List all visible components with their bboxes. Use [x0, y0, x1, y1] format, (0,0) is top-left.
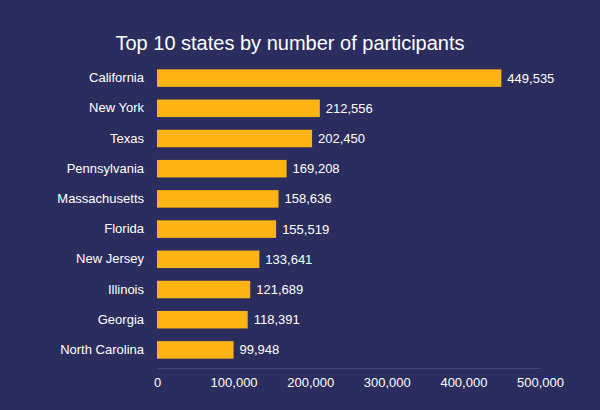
tick: Illinois [108, 282, 157, 297]
chart-title: Top 10 states by number of participants [115, 32, 464, 54]
tick-label: Texas [110, 131, 144, 146]
bar [157, 311, 248, 329]
bar [157, 100, 320, 118]
value-axis: 0 100,000 200,000 300,000 400,000 500,000 [154, 368, 564, 390]
tick-label: 100,000 [211, 375, 258, 390]
data-label: 169,208 [293, 161, 340, 176]
tick: Texas [110, 131, 157, 146]
bar [157, 220, 276, 238]
tick: Georgia [98, 312, 157, 327]
tick-label: 0 [154, 375, 161, 390]
bar [157, 190, 279, 208]
tick: 300,000 [364, 368, 411, 390]
chart: Top 10 states by number of participants 4… [0, 0, 600, 410]
tick: 100,000 [211, 368, 258, 390]
tick-label: 400,000 [440, 375, 487, 390]
tick: 0 [154, 368, 161, 390]
tick: New York [89, 100, 157, 115]
tick: Massachusetts [57, 191, 157, 206]
background [0, 0, 600, 410]
bar [157, 251, 259, 269]
tick-label: Florida [104, 221, 145, 236]
tick-label: Pennsylvania [67, 161, 145, 176]
tick: California [89, 70, 157, 85]
tick-label: 500,000 [517, 375, 564, 390]
bar [157, 341, 234, 359]
bar [157, 69, 501, 87]
data-label: 133,641 [265, 252, 312, 267]
data-label: 155,519 [282, 222, 329, 237]
data-label: 158,636 [285, 191, 332, 206]
data-label: 121,689 [256, 282, 303, 297]
data-label: 202,450 [318, 131, 365, 146]
tick: Florida [104, 221, 157, 236]
category-axis: California New York Texas Pennsylvania Massa… [57, 70, 157, 357]
tick: North Carolina [60, 342, 157, 357]
tick-label: 300,000 [364, 375, 411, 390]
data-label: 99,948 [240, 342, 280, 357]
tick-label: Massachusetts [57, 191, 144, 206]
data-label: 212,556 [326, 101, 373, 116]
data-label: 449,535 [507, 71, 554, 86]
tick-label: North Carolina [60, 342, 145, 357]
tick: 200,000 [287, 368, 334, 390]
tick-label: Illinois [108, 282, 145, 297]
tick: 400,000 [440, 368, 487, 390]
tick-label: New York [89, 100, 144, 115]
tick-label: 200,000 [287, 375, 334, 390]
axis-line [158, 368, 541, 369]
data-labels: 449,535 212,556 202,450 169,208 158,636 155,5… [240, 71, 555, 358]
bar [157, 281, 250, 299]
tick: New Jersey [76, 251, 157, 266]
data-label: 118,391 [254, 312, 300, 327]
bar [157, 160, 287, 178]
tick: Pennsylvania [67, 161, 157, 176]
tick-label: New Jersey [76, 251, 144, 266]
tick: 500,000 [517, 368, 564, 390]
bars [157, 69, 501, 358]
tick-label: California [89, 70, 145, 85]
tick-label: Georgia [98, 312, 145, 327]
bar [157, 130, 312, 148]
